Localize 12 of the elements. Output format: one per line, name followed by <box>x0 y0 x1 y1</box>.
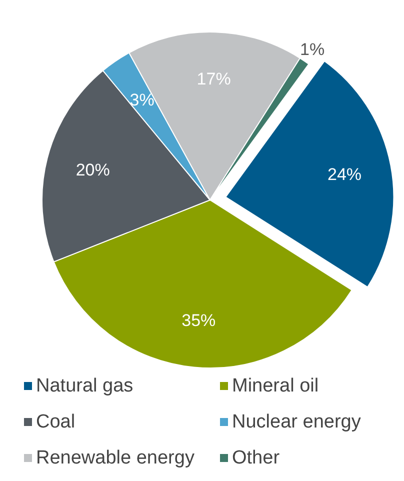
data-label: 3% <box>130 90 154 110</box>
data-label: 17% <box>196 70 231 89</box>
data-label: 1% <box>300 40 325 59</box>
legend-label: Nuclear energy <box>232 412 362 432</box>
legend-label: Natural gas <box>36 376 134 396</box>
legend-label: Coal <box>36 412 76 432</box>
legend-label: Mineral oil <box>232 376 319 396</box>
legend-label: Other <box>232 448 280 468</box>
data-label: 35% <box>182 310 216 330</box>
data-label: 20% <box>76 160 110 180</box>
data-label: 24% <box>328 164 362 184</box>
legend-label: Renewable energy <box>36 448 195 468</box>
